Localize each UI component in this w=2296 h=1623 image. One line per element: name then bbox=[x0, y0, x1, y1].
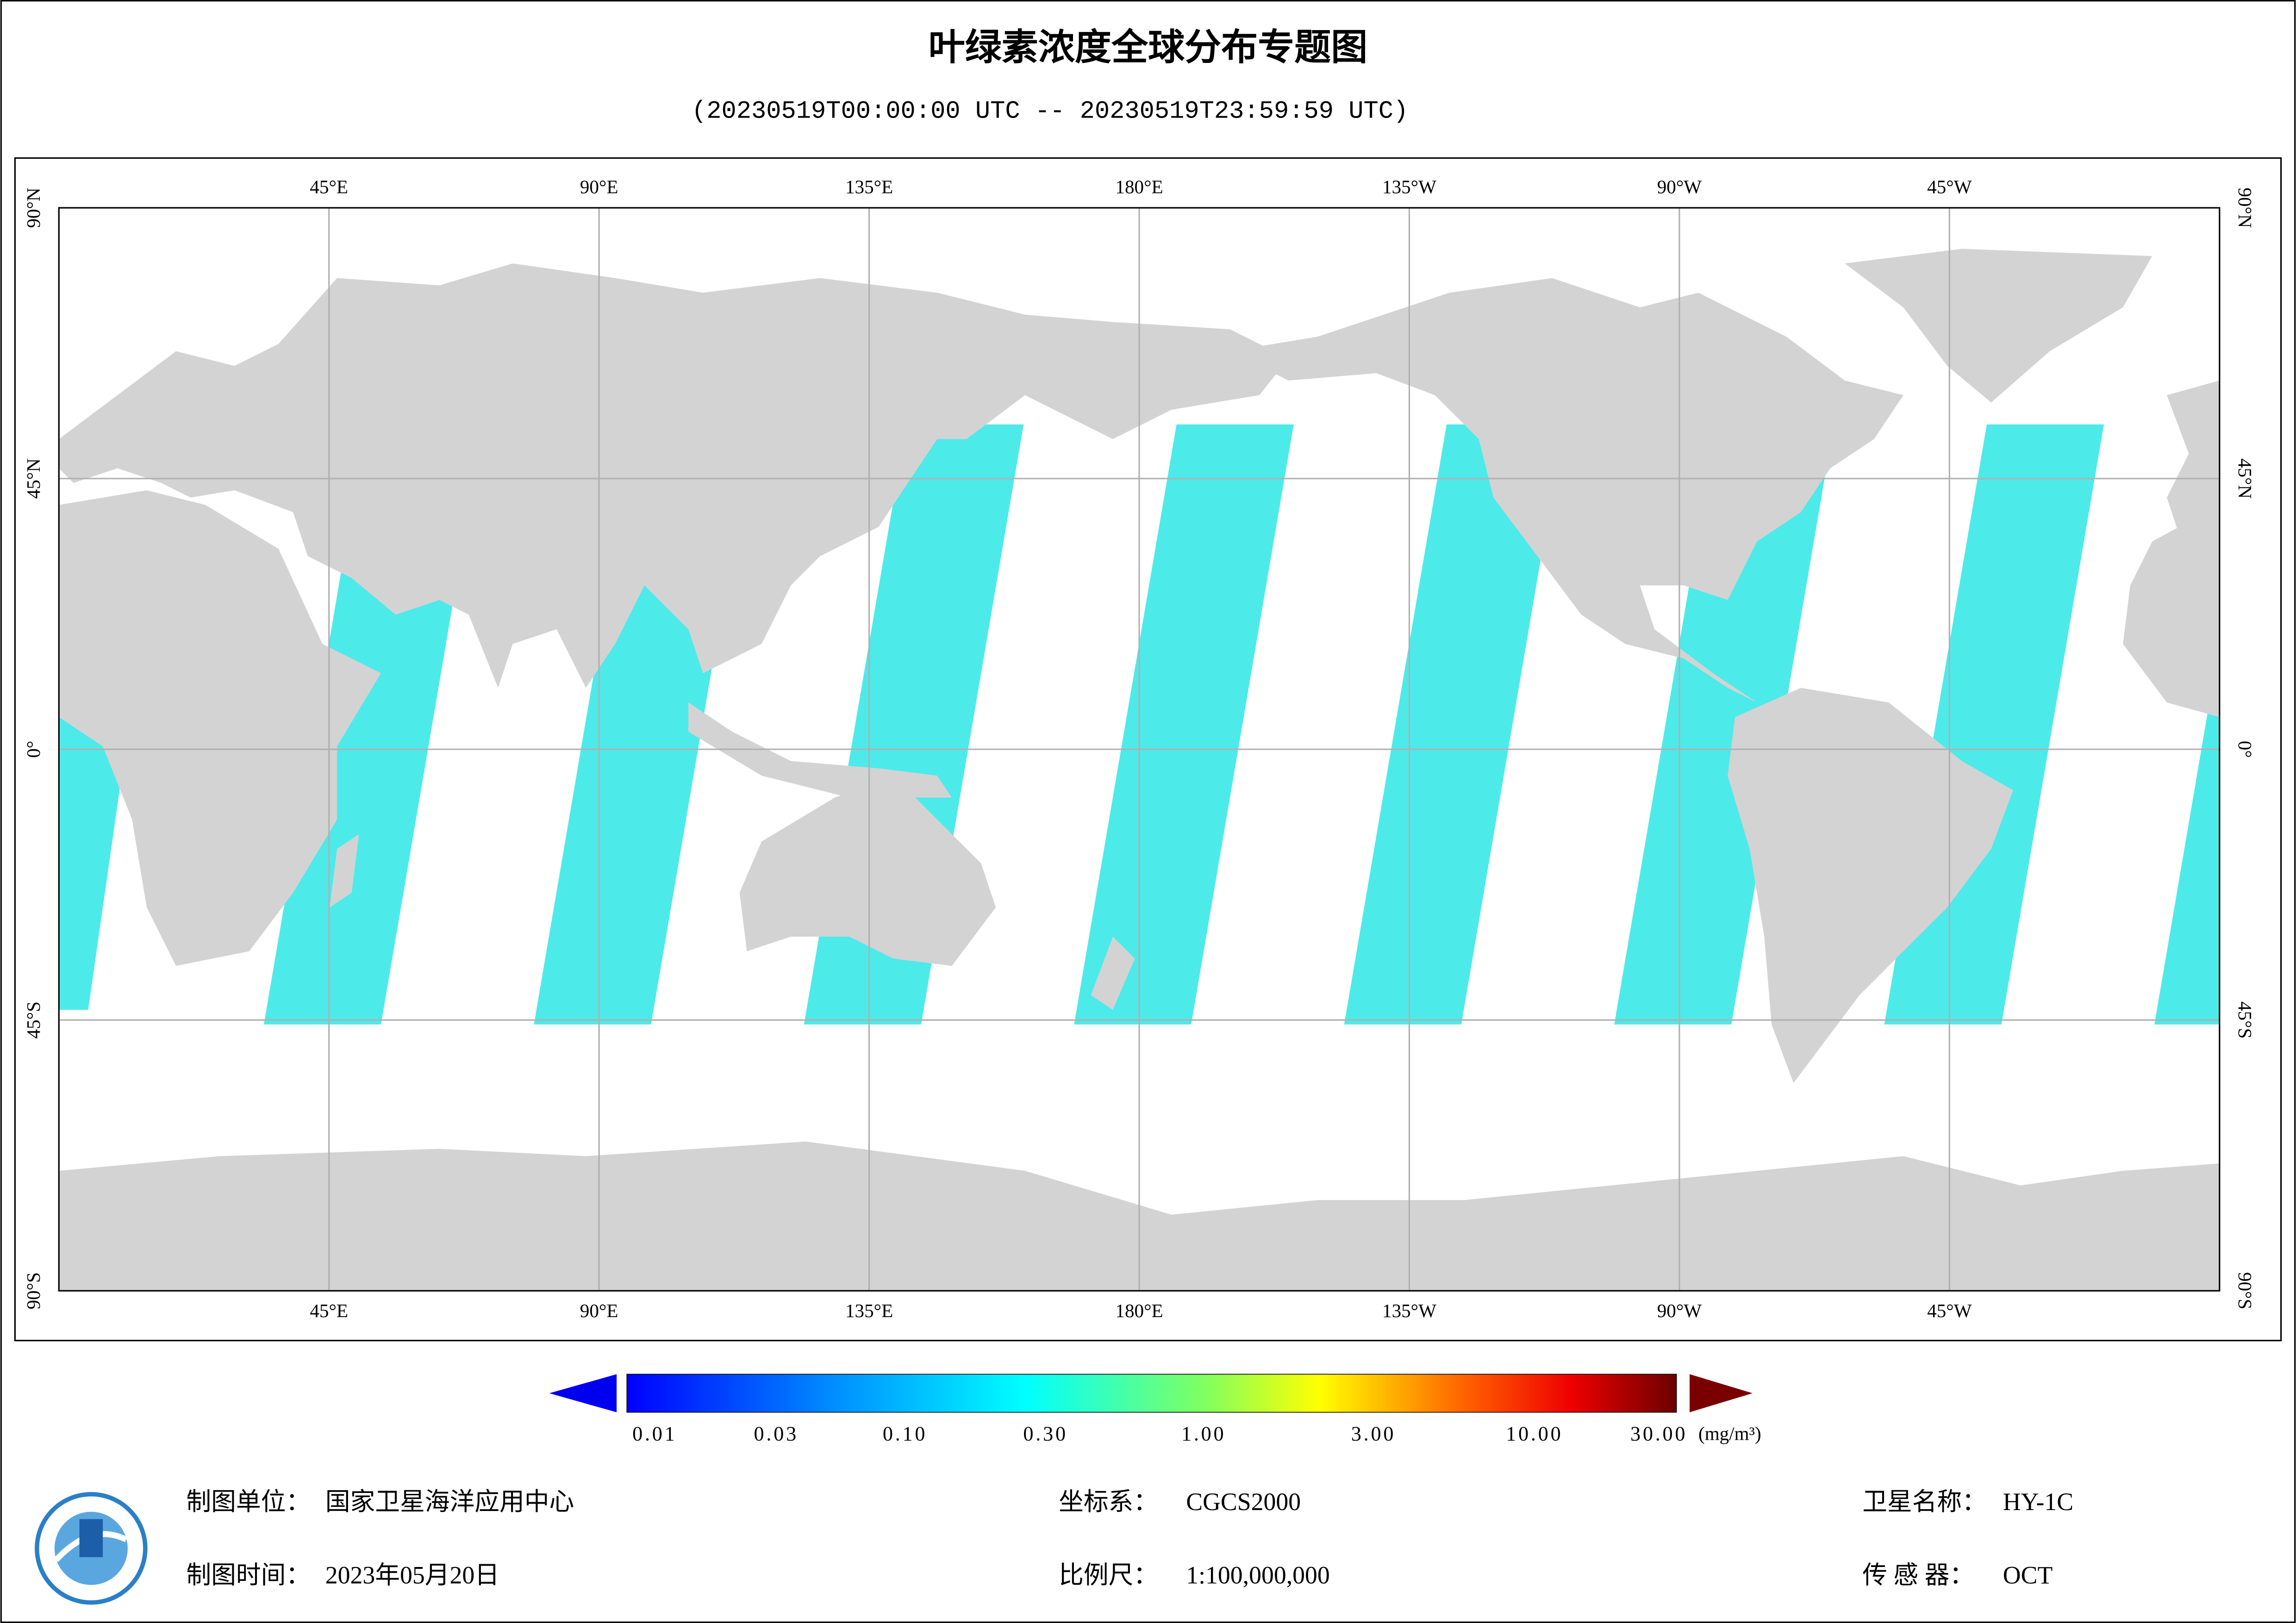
longitude-label: 135°W bbox=[1382, 1300, 1436, 1321]
latitude-label: 90°N bbox=[23, 187, 44, 228]
longitude-label: 45°E bbox=[310, 176, 348, 197]
footer-value: OCT bbox=[2003, 1561, 2053, 1589]
footer-label: 卫星名称： bbox=[1862, 1488, 1987, 1516]
subtitle: (20230519T00:00:00 UTC -- 20230519T23:59… bbox=[692, 98, 1408, 126]
madagascar bbox=[330, 834, 359, 908]
title: 叶绿素浓度全球分布专题图 bbox=[929, 26, 1368, 68]
longitude-label: 90°W bbox=[1657, 1300, 1702, 1321]
latitude-label: 45°N bbox=[2234, 458, 2256, 498]
longitude-label: 45°E bbox=[310, 1300, 348, 1321]
latitude-label: 45°N bbox=[23, 458, 44, 498]
map-area bbox=[59, 208, 2220, 1291]
colorbar-tick-label: 30.00 bbox=[1630, 1422, 1687, 1445]
north-america bbox=[1230, 278, 1903, 703]
latitude-label: 45°S bbox=[23, 1001, 44, 1038]
longitude-label: 45°W bbox=[1927, 176, 1972, 197]
longitude-label: 180°E bbox=[1115, 1300, 1163, 1321]
greenland bbox=[1845, 249, 2152, 403]
footer-label: 制图单位： bbox=[186, 1488, 311, 1516]
australia bbox=[739, 776, 996, 966]
footer-value: CGCS2000 bbox=[1186, 1488, 1301, 1516]
longitude-label: 135°E bbox=[845, 1300, 893, 1321]
swath bbox=[1344, 424, 1564, 1025]
latitude-label: 0° bbox=[2234, 741, 2256, 758]
colorbar-tick-label: 0.01 bbox=[632, 1422, 677, 1445]
latitude-label: 90°S bbox=[2234, 1272, 2256, 1309]
europe-right bbox=[2166, 380, 2220, 542]
eurasia bbox=[59, 263, 1289, 688]
longitude-label: 90°E bbox=[580, 1300, 618, 1321]
colorbar-tick-label: 0.10 bbox=[883, 1422, 927, 1445]
new-zealand bbox=[1091, 936, 1135, 1010]
logo bbox=[35, 1492, 148, 1605]
colorbar-tick-label: 0.03 bbox=[754, 1422, 799, 1445]
south-america bbox=[1728, 688, 2013, 1083]
longitude-label: 45°W bbox=[1927, 1300, 1972, 1321]
colorbar-tick-label: 10.00 bbox=[1506, 1422, 1563, 1445]
footer-value: 2023年05月20日 bbox=[325, 1561, 499, 1589]
longitude-label: 180°E bbox=[1115, 176, 1163, 197]
longitude-label: 135°E bbox=[845, 176, 893, 197]
colorbar-ticks: 0.01 0.03 0.10 0.30 1.00 3.00 10.00 30.00 bbox=[632, 1422, 1687, 1445]
footer-label: 比例尺： bbox=[1059, 1561, 1158, 1589]
latitude-label: 90°S bbox=[23, 1272, 44, 1309]
footer-label: 坐标系： bbox=[1059, 1488, 1158, 1516]
colorbar-low-arrow bbox=[549, 1374, 617, 1412]
latitude-label: 45°S bbox=[2234, 1001, 2256, 1038]
africa bbox=[59, 490, 381, 966]
africa-right bbox=[2123, 504, 2220, 717]
footer-value: 国家卫星海洋应用中心 bbox=[325, 1488, 574, 1516]
colorbar-high-arrow bbox=[1690, 1374, 1753, 1412]
swath bbox=[59, 702, 132, 1010]
latitude-label: 0° bbox=[23, 741, 44, 758]
longitude-label: 90°E bbox=[580, 176, 618, 197]
colorbar-tick-label: 0.30 bbox=[1023, 1422, 1067, 1445]
latitude-label: 90°N bbox=[2234, 187, 2256, 228]
graticule bbox=[59, 208, 2220, 1291]
footer-label: 制图时间： bbox=[186, 1561, 311, 1589]
longitude-label: 90°W bbox=[1657, 176, 1702, 197]
footer-value: 1:100,000,000 bbox=[1186, 1561, 1330, 1589]
indonesia bbox=[688, 702, 952, 798]
colorbar bbox=[626, 1374, 1677, 1413]
swath bbox=[1074, 424, 1294, 1025]
footer-value: HY-1C bbox=[2003, 1488, 2073, 1516]
colorbar-tick-label: 1.00 bbox=[1181, 1422, 1226, 1445]
swath bbox=[1614, 424, 1834, 1025]
map-border bbox=[58, 207, 2221, 1292]
colorbar-tick-label: 3.00 bbox=[1351, 1422, 1396, 1445]
colorbar-unit: (mg/m³) bbox=[1698, 1423, 1761, 1445]
footer-label: 传 感 器： bbox=[1862, 1561, 1974, 1589]
longitude-label: 135°W bbox=[1382, 176, 1436, 197]
map-labels: 45°E 45°E 90°E 90°E 135°E 135°E 180°E 180°E 135°… bbox=[23, 176, 2256, 1321]
